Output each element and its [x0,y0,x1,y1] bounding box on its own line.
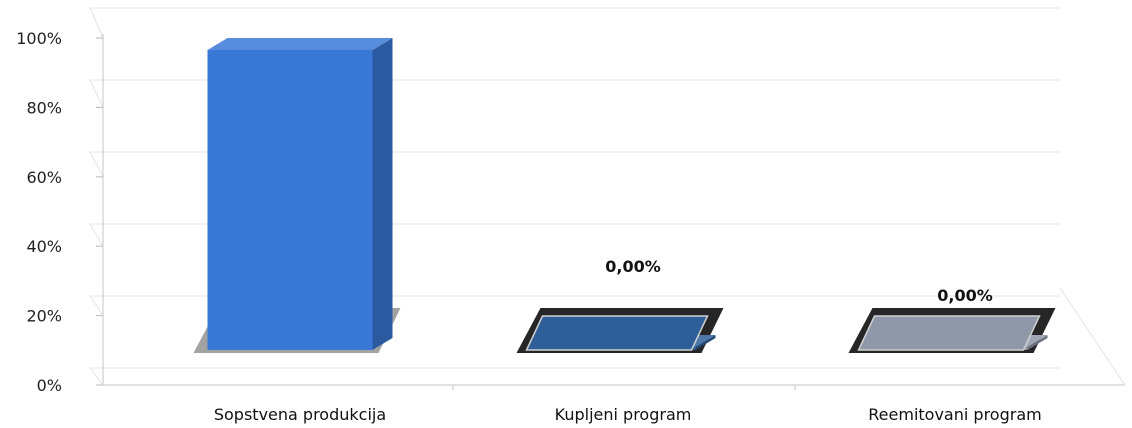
gridline [89,223,1060,247]
data-label: 0,00% [937,286,993,305]
bar-zero-tile [857,315,1041,351]
y-axis-tick-labels: 0% 20% 40% 60% 80% 100% [16,29,62,395]
chart-axes [96,34,1126,390]
chart-bars [193,38,1056,353]
bar-top [207,38,393,50]
bar-side [695,335,716,350]
y-tick-label: 60% [26,168,62,187]
gridline [89,79,1060,108]
gridline [89,7,1060,39]
x-axis-category-labels: Sopstvena produkcija Kupljeni program Reem… [214,405,1042,424]
chart-gridlines [88,7,1060,386]
y-tick-label: 0% [37,376,62,395]
floor-right-edge [1059,287,1126,386]
gridline [89,151,1060,178]
bar-zero-tile [525,315,709,351]
gridline [88,367,1060,386]
bar-side [1027,335,1048,350]
y-tick-label: 100% [16,29,62,48]
x-category-label: Sopstvena produkcija [214,405,386,424]
y-tick-label: 40% [26,237,62,256]
x-category-label: Kupljeni program [555,405,692,424]
y-tick-label: 80% [26,98,62,117]
data-label: 0,00% [605,257,661,276]
data-labels: 80,94%0,00%0,00% [605,257,993,305]
x-category-label: Reemitovani program [868,405,1041,424]
y-tick-label: 20% [26,307,62,326]
bar-side [372,38,393,350]
bar [207,50,373,350]
gridline [89,295,1060,316]
